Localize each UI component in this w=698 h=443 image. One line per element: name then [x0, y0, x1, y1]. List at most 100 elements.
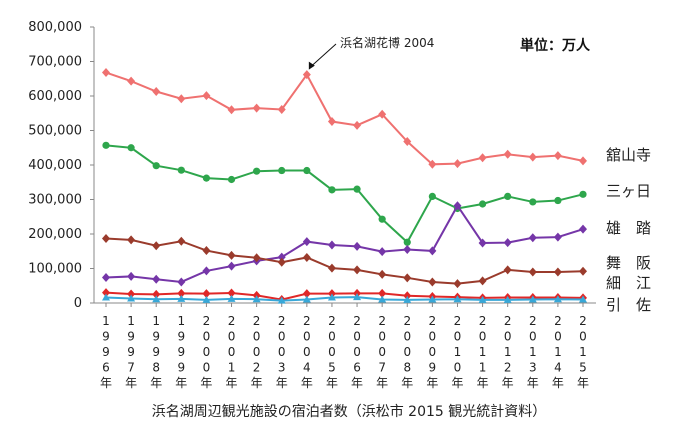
series-6 [102, 293, 587, 304]
data-point [303, 166, 311, 175]
data-point [227, 105, 236, 115]
y-tick-label: 700,000 [28, 55, 82, 70]
data-point [152, 295, 161, 303]
data-point [378, 215, 386, 223]
data-point [252, 103, 261, 113]
data-point [277, 257, 286, 267]
data-point [403, 245, 412, 255]
data-point [102, 293, 110, 301]
data-point [177, 236, 186, 246]
data-point [102, 141, 110, 149]
data-point [327, 263, 336, 273]
data-point [302, 289, 311, 299]
legend-label: 細 江 [606, 274, 651, 292]
data-point [252, 295, 261, 303]
data-point [227, 261, 236, 271]
data-point [102, 272, 110, 282]
data-point [528, 152, 537, 162]
data-point [378, 269, 387, 279]
series-4 [102, 233, 587, 289]
data-point [152, 289, 161, 299]
data-point [553, 232, 562, 242]
series-2 [102, 141, 587, 246]
y-tick-label: 500,000 [28, 124, 82, 139]
data-point [428, 159, 437, 169]
data-point [202, 295, 211, 303]
data-point [302, 237, 311, 247]
data-point [277, 104, 286, 114]
data-point [202, 266, 211, 276]
data-point [503, 149, 512, 159]
series-line [105, 296, 584, 302]
data-point [553, 295, 562, 303]
data-point [453, 159, 462, 169]
legend-label: 舞 阪 [606, 254, 651, 272]
data-point [553, 267, 562, 277]
series-layer [102, 68, 587, 305]
data-point [152, 274, 161, 284]
y-tick-label: 200,000 [28, 227, 82, 242]
data-point [277, 252, 286, 262]
series-line [105, 237, 584, 285]
data-point [102, 288, 110, 298]
data-point [327, 117, 336, 127]
data-point [579, 266, 587, 276]
data-point [253, 167, 261, 175]
data-point [353, 265, 362, 275]
data-point [428, 192, 436, 200]
data-point [378, 295, 387, 303]
data-point [177, 288, 186, 298]
data-point [553, 151, 562, 161]
data-point [227, 250, 236, 260]
data-point [102, 233, 110, 243]
data-point [453, 201, 462, 211]
y-tick-label: 400,000 [28, 158, 82, 173]
data-point [529, 198, 537, 206]
series-line [105, 291, 584, 301]
data-point [403, 137, 412, 147]
data-point [327, 293, 336, 301]
data-point [528, 267, 537, 277]
data-point [353, 241, 362, 251]
series-3 [102, 201, 587, 287]
data-point [554, 196, 562, 205]
legend-label: 舘山寺 [606, 146, 651, 164]
data-point [378, 288, 387, 298]
annotation-arrow-line [310, 43, 337, 67]
data-point [428, 277, 437, 287]
data-point [177, 166, 185, 174]
data-point [378, 109, 387, 119]
data-point [478, 153, 487, 163]
data-point [403, 273, 412, 283]
data-point [202, 289, 211, 299]
series-5 [102, 288, 587, 305]
data-point [127, 294, 136, 302]
axes [90, 26, 596, 307]
data-point [227, 175, 236, 184]
data-point [302, 70, 311, 80]
labels-layer: 0 100,000 200,000 300,000 400,000 500,000 600,… [28, 20, 651, 420]
annotation-arrow-head [308, 61, 315, 70]
data-point [478, 276, 487, 286]
chart-title: 浜名湖周辺観光施設の宿泊者数（浜松市 2015 観光統計資料） [152, 403, 547, 420]
data-point [202, 174, 211, 182]
data-point [478, 295, 487, 303]
data-point [127, 76, 136, 86]
data-point [478, 238, 487, 248]
